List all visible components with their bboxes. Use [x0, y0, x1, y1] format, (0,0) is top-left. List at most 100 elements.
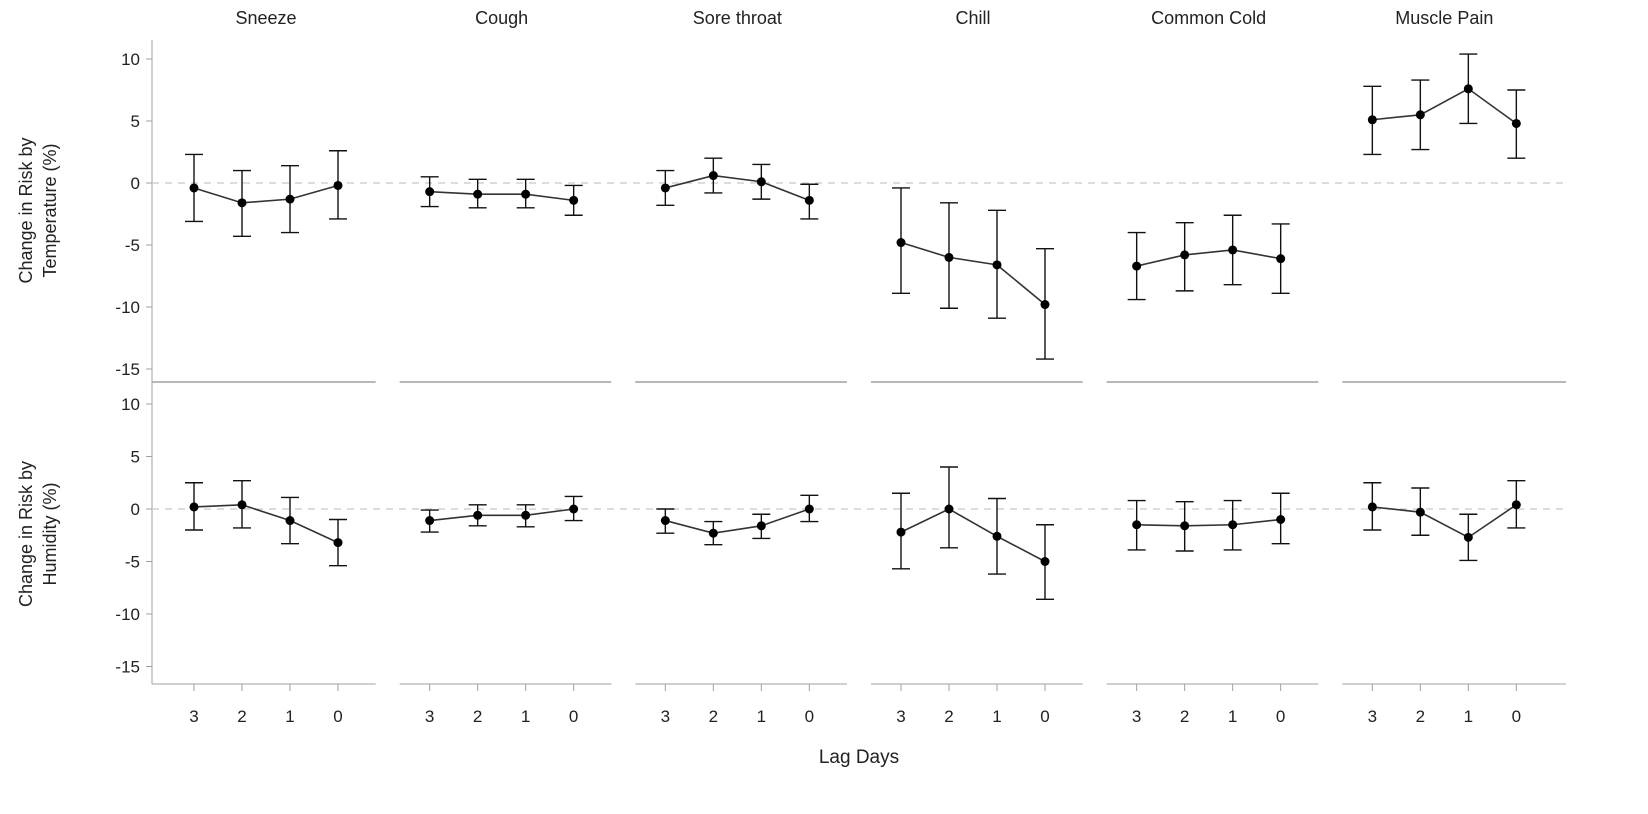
x-tick-label: 3 [1132, 707, 1141, 726]
data-point [521, 189, 531, 199]
data-point [1040, 557, 1050, 566]
data-point [1132, 520, 1142, 530]
x-tick-label: 0 [333, 707, 342, 726]
x-tick-label: 0 [569, 707, 578, 726]
y-tick-label: 10 [121, 395, 140, 414]
series-line [193, 503, 339, 544]
y-tick-label: -5 [125, 553, 140, 572]
y-tick-label: 10 [121, 50, 140, 69]
series-line [900, 241, 1046, 306]
data-point [189, 502, 199, 512]
data-point [1367, 502, 1377, 512]
data-point [1132, 261, 1142, 271]
y-tick-label: 0 [131, 174, 140, 193]
data-point [1511, 118, 1521, 128]
y-tick-label: -15 [115, 360, 140, 379]
x-tick-label: 2 [1180, 707, 1189, 726]
y-tick-label: -10 [115, 605, 140, 624]
x-tick-label: 2 [1416, 707, 1425, 726]
x-tick-label: 0 [1276, 707, 1285, 726]
data-point [333, 538, 343, 548]
x-tick-label: 1 [1228, 707, 1237, 726]
x-tick-label: 2 [709, 707, 718, 726]
data-point [237, 198, 247, 208]
x-tick-label: 2 [473, 707, 482, 726]
panel-title: Chill [955, 8, 990, 28]
data-point [1180, 521, 1190, 531]
data-point [804, 195, 814, 205]
series-line [1372, 87, 1517, 125]
data-point [1276, 515, 1286, 524]
y-axis-title: Change in Risk by [16, 461, 36, 607]
data-point [660, 516, 670, 526]
x-tick-label: 3 [425, 707, 434, 726]
data-point [569, 504, 579, 514]
x-tick-label: 2 [237, 707, 246, 726]
data-point [521, 510, 531, 520]
y-axis-title: Change in Risk by [16, 137, 36, 283]
data-point [660, 183, 670, 193]
data-point [1040, 300, 1050, 310]
x-tick-label: 0 [805, 707, 814, 726]
series-line [193, 184, 339, 204]
data-point [1511, 500, 1521, 510]
data-point [285, 516, 295, 526]
x-tick-label: 1 [521, 707, 530, 726]
x-tick-label: 3 [1368, 707, 1377, 726]
data-point [1415, 110, 1425, 120]
y-tick-label: -15 [115, 658, 140, 677]
x-tick-label: 3 [896, 707, 905, 726]
x-tick-label: 3 [661, 707, 670, 726]
x-tick-label: 0 [1512, 707, 1521, 726]
data-point [944, 252, 954, 262]
data-point [333, 180, 343, 190]
panel-title: Common Cold [1151, 8, 1266, 28]
panel-title: Muscle Pain [1395, 8, 1493, 28]
data-point [756, 521, 766, 531]
data-point [1415, 507, 1425, 517]
data-point [896, 527, 906, 537]
data-point [189, 183, 199, 193]
data-point [1276, 254, 1286, 264]
data-point [944, 504, 954, 514]
panel-title: Cough [475, 8, 528, 28]
data-point [1463, 532, 1473, 542]
y-axis-title: Humidity (%) [40, 482, 60, 585]
y-tick-label: 5 [131, 448, 140, 467]
series-line [1136, 249, 1281, 267]
data-point [1228, 520, 1238, 530]
y-tick-label: -10 [115, 298, 140, 317]
data-point [1463, 84, 1473, 94]
data-point [569, 195, 579, 205]
x-axis-title: Lag Days [819, 747, 899, 768]
data-point [285, 194, 295, 204]
x-tick-label: 3 [189, 707, 198, 726]
panel-title: Sore throat [693, 8, 782, 28]
y-tick-label: 5 [131, 112, 140, 131]
data-point [1228, 245, 1238, 255]
data-point [1180, 250, 1190, 260]
x-tick-label: 2 [944, 707, 953, 726]
y-tick-label: 0 [131, 500, 140, 519]
series-line [665, 508, 810, 534]
data-point [473, 189, 483, 199]
x-tick-label: 1 [992, 707, 1001, 726]
data-point [425, 516, 435, 526]
data-point [1367, 115, 1377, 125]
axes [146, 40, 1566, 691]
x-tick-label: 1 [757, 707, 766, 726]
data-point [756, 177, 766, 187]
series-line [665, 174, 810, 202]
x-tick-label: 0 [1040, 707, 1049, 726]
data-point [473, 510, 483, 520]
series-line [900, 508, 1046, 563]
x-tick-label: 1 [285, 707, 294, 726]
data-point [992, 531, 1002, 541]
data-point [896, 238, 906, 248]
series-line [429, 508, 574, 522]
data-point [237, 500, 247, 510]
series-line [429, 190, 574, 202]
x-tick-label: 1 [1464, 707, 1473, 726]
